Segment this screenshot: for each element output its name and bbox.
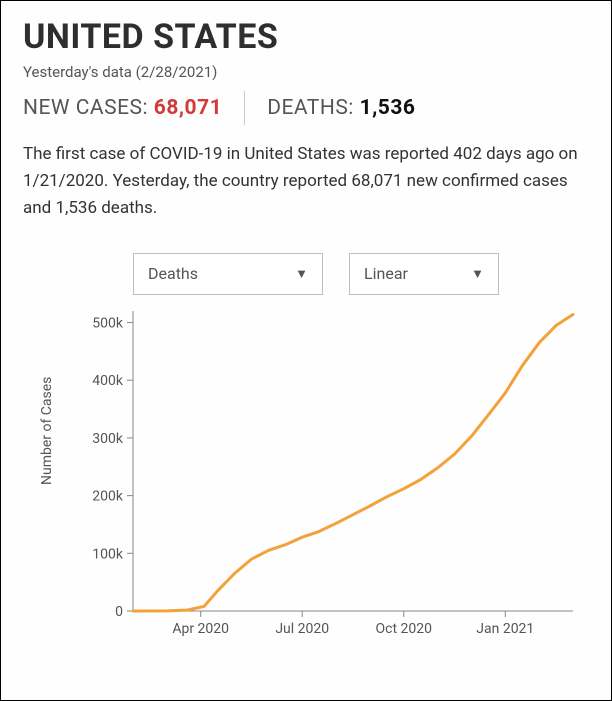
new-cases-value: 68,071 (154, 96, 222, 120)
stats-panel: UNITED STATES Yesterday's data (2/28/202… (0, 0, 612, 701)
stat-divider (244, 91, 245, 125)
data-date-subtitle: Yesterday's data (2/28/2021) (23, 63, 589, 81)
deaths-stat: DEATHS: 1,536 (267, 96, 415, 120)
deaths-label: DEATHS: (267, 96, 359, 120)
svg-text:300k: 300k (92, 430, 124, 446)
metric-select-value: Deaths (148, 264, 198, 283)
chart-area: Number of Cases 0100k200k300k400k500kApr… (43, 305, 589, 655)
svg-text:Jul 2020: Jul 2020 (275, 621, 329, 637)
svg-text:0: 0 (115, 604, 123, 620)
new-cases-label: NEW CASES: (23, 96, 154, 120)
metric-select[interactable]: Deaths ▼ (133, 253, 323, 295)
line-chart: 0 100k 200k 300k 400k 500k Apr 2020 Jul 2020 Oct… (43, 305, 593, 655)
svg-text:100k: 100k (92, 546, 124, 562)
stats-row: NEW CASES: 68,071 DEATHS: 1,536 (23, 91, 589, 125)
svg-text:200k: 200k (92, 488, 124, 504)
svg-text:Oct 2020: Oct 2020 (376, 621, 433, 637)
new-cases-stat: NEW CASES: 68,071 (23, 96, 222, 120)
scale-select-value: Linear (364, 264, 408, 283)
y-axis-label: Number of Cases (39, 376, 55, 484)
deaths-value: 1,536 (360, 96, 416, 120)
chevron-down-icon: ▼ (295, 266, 308, 282)
chart-controls: Deaths ▼ Linear ▼ (133, 253, 589, 295)
svg-text:400k: 400k (92, 373, 124, 389)
summary-text: The first case of COVID-19 in United Sta… (23, 141, 583, 223)
scale-select[interactable]: Linear ▼ (349, 253, 499, 295)
svg-text:500k: 500k (92, 315, 124, 331)
page-title: UNITED STATES (23, 17, 589, 57)
svg-text:Apr 2020: Apr 2020 (172, 621, 229, 637)
chevron-down-icon: ▼ (471, 266, 484, 282)
svg-text:Jan 2021: Jan 2021 (476, 621, 534, 637)
